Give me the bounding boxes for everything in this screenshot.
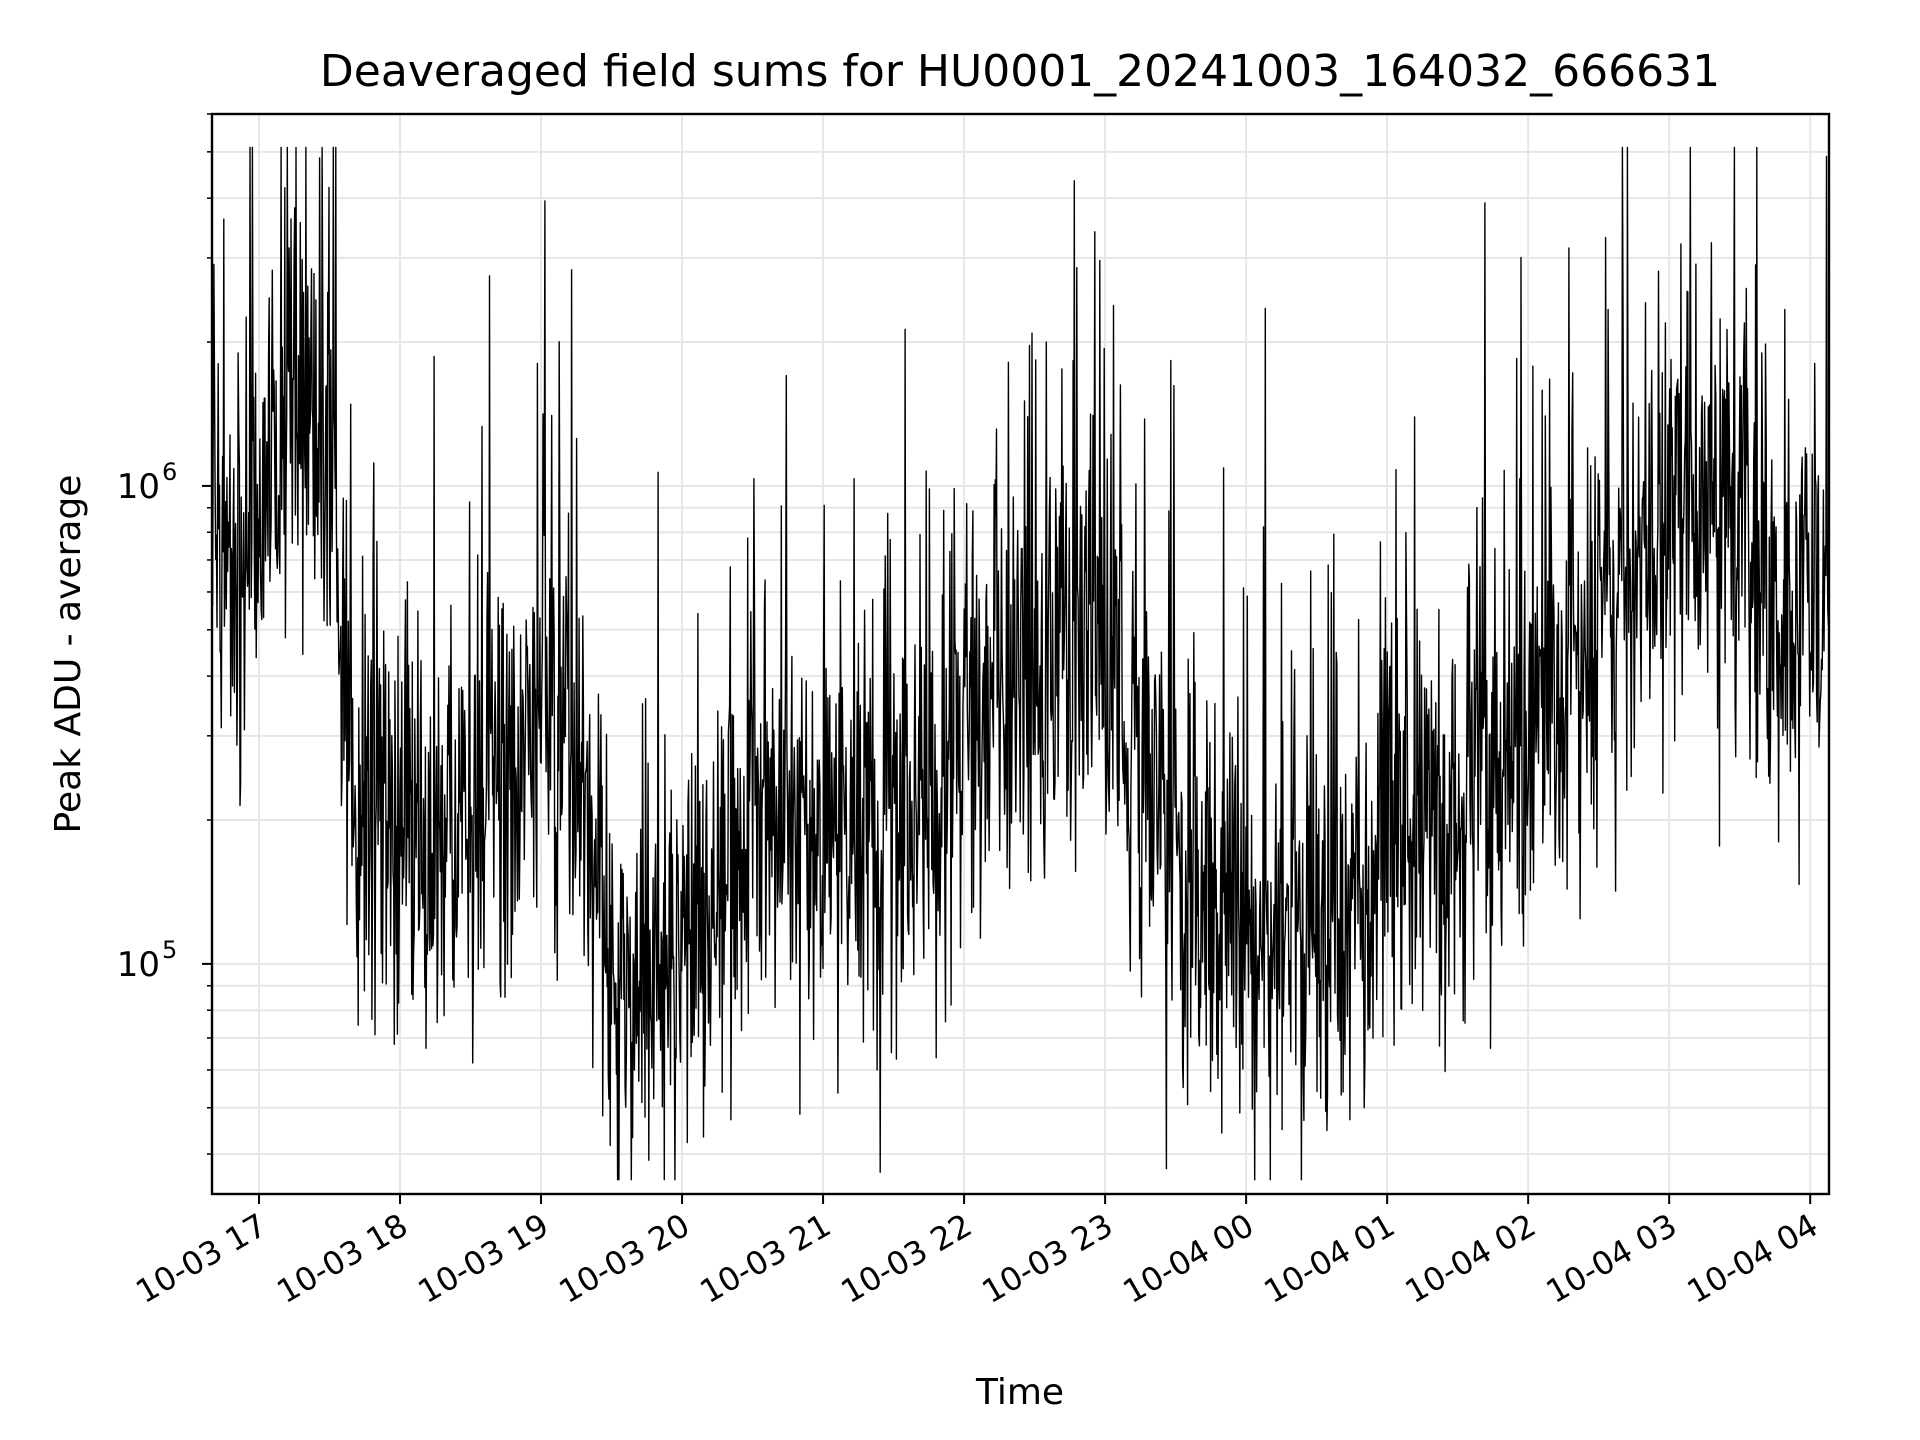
plot-frame <box>210 112 1831 1196</box>
data-series <box>211 146 1830 1181</box>
chart-title: Deaveraged field sums for HU0001_2024100… <box>320 46 1720 97</box>
y-tick-label: 10 <box>117 945 160 985</box>
x-axis-label: Time <box>975 1372 1064 1413</box>
series-line <box>211 146 1830 1181</box>
y-tick-exponent: 5 <box>162 936 177 964</box>
y-axis-label: Peak ADU - average <box>48 475 89 834</box>
y-tick-label: 10 <box>117 467 160 507</box>
y-tick-exponent: 6 <box>162 458 177 486</box>
